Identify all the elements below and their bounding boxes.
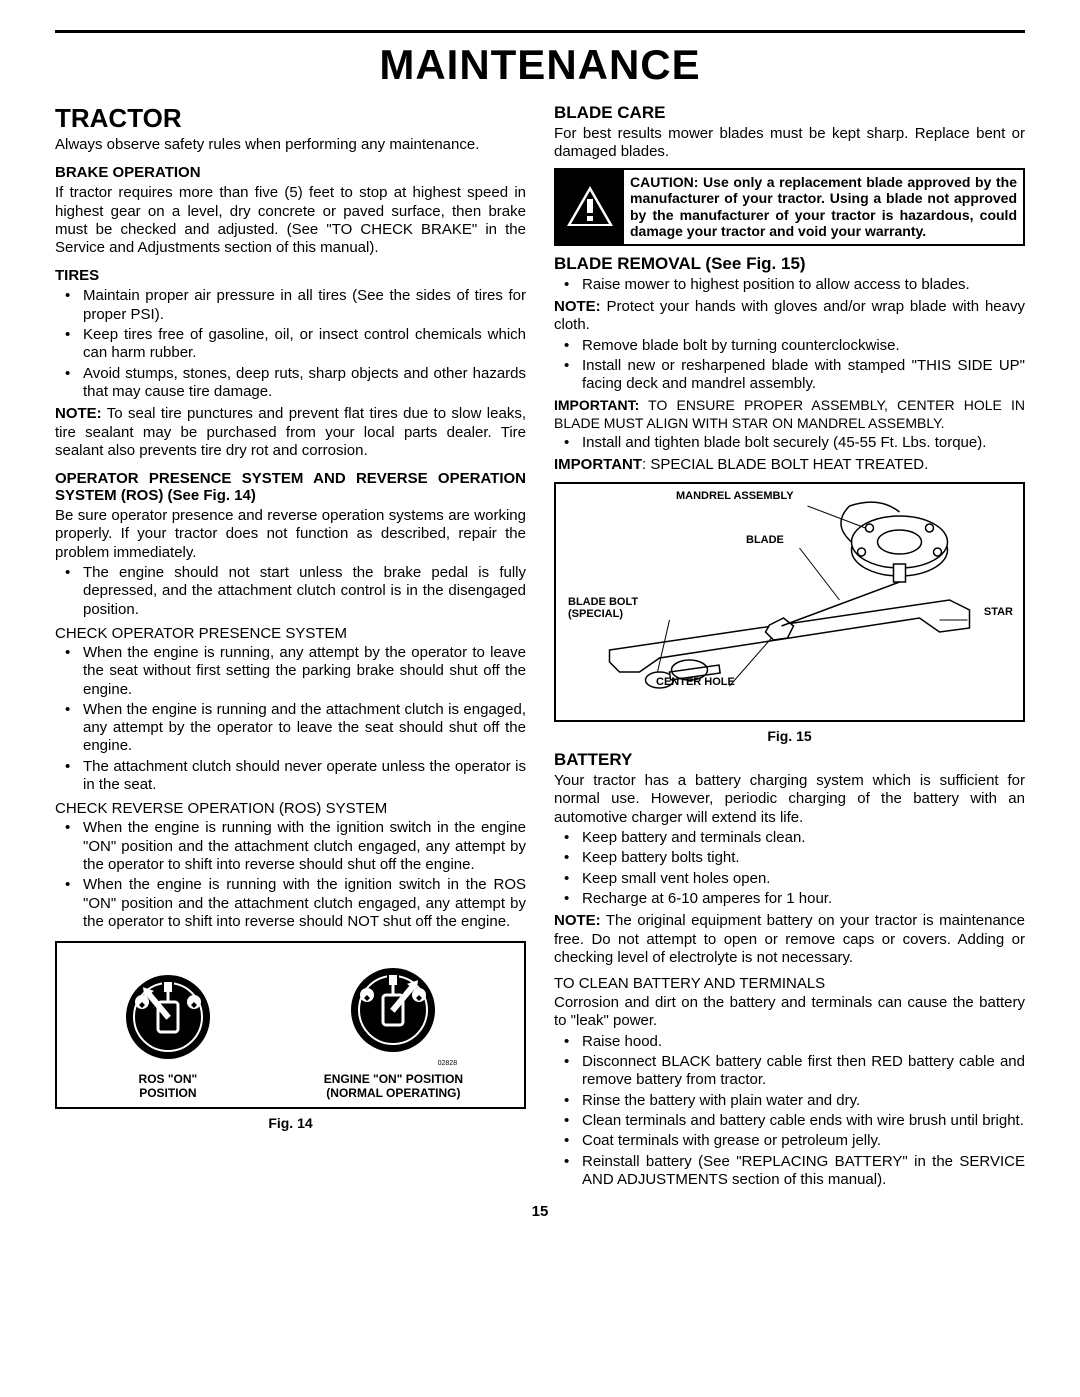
blade-care-intro: For best results mower blades must be ke…: [554, 125, 1025, 162]
check-ops-list: When the engine is running, any attempt …: [55, 644, 526, 794]
list-item: Avoid stumps, stones, deep ruts, sharp o…: [55, 365, 526, 402]
list-item: Disconnect BLACK battery cable first the…: [554, 1053, 1025, 1090]
ros-dial-icon: [118, 962, 218, 1062]
caution-icon-cell: [556, 170, 624, 244]
removal-note: NOTE: Protect your hands with gloves and…: [554, 298, 1025, 335]
list-item: Raise hood.: [554, 1033, 1025, 1051]
battery-note: NOTE: The original equipment battery on …: [554, 912, 1025, 967]
list-item: Maintain proper air pressure in all tire…: [55, 287, 526, 324]
list-item: Coat terminals with grease or petroleum …: [554, 1132, 1025, 1150]
list-item: The engine should not start unless the b…: [55, 564, 526, 619]
brake-heading: BRAKE OPERATION: [55, 164, 526, 181]
note-text: To seal tire punctures and prevent flat …: [55, 405, 526, 459]
ros-dial-item: ROS "ON" POSITION: [118, 962, 218, 1101]
check-ros-list: When the engine is running with the igni…: [55, 819, 526, 931]
important-1: IMPORTANT: TO ENSURE PROPER ASSEMBLY, CE…: [554, 397, 1025, 431]
blade-label: BLADE: [746, 534, 784, 546]
page-title: MAINTENANCE: [55, 41, 1025, 89]
mandrel-label: MANDREL ASSEMBLY: [676, 490, 794, 502]
list-item: Keep battery and terminals clean.: [554, 829, 1025, 847]
figure-14-box: ROS "ON" POSITION: [55, 941, 526, 1109]
list-item: When the engine is running, any attempt …: [55, 644, 526, 699]
engine-dial-label: ENGINE "ON" POSITION (NORMAL OPERATING): [324, 1073, 463, 1101]
note-text: Protect your hands with gloves and/or wr…: [554, 298, 1025, 333]
clean-battery-list: Raise hood. Disconnect BLACK battery cab…: [554, 1033, 1025, 1189]
check-ros-heading: CHECK REVERSE OPERATION (ROS) SYSTEM: [55, 800, 526, 817]
note-text: The original equipment battery on your t…: [554, 912, 1025, 966]
battery-list: Keep battery and terminals clean. Keep b…: [554, 829, 1025, 908]
list-item: Install new or resharpened blade with st…: [554, 357, 1025, 394]
caution-text: CAUTION: Use only a replacement blade ap…: [624, 170, 1023, 244]
list-item: Rinse the battery with plain water and d…: [554, 1092, 1025, 1110]
important-label: IMPORTANT:: [554, 397, 639, 413]
tractor-intro: Always observe safety rules when perform…: [55, 136, 526, 154]
check-ops-heading: CHECK OPERATOR PRESENCE SYSTEM: [55, 625, 526, 642]
important-text: : SPECIAL BLADE BOLT HEAT TREATED.: [642, 456, 928, 473]
top-rule: [55, 30, 1025, 33]
list-item: Recharge at 6-10 amperes for 1 hour.: [554, 890, 1025, 908]
content-columns: TRACTOR Always observe safety rules when…: [55, 103, 1025, 1193]
note-label: NOTE:: [554, 298, 601, 315]
list-item: Reinstall battery (See "REPLACING BATTER…: [554, 1153, 1025, 1190]
important-2: IMPORTANT: SPECIAL BLADE BOLT HEAT TREAT…: [554, 456, 1025, 474]
list-item: Clean terminals and battery cable ends w…: [554, 1112, 1025, 1130]
figure-14-caption: Fig. 14: [55, 1115, 526, 1131]
list-item: Remove blade bolt by turning countercloc…: [554, 337, 1025, 355]
list-item: Raise mower to highest position to allow…: [554, 276, 1025, 294]
battery-heading: BATTERY: [554, 750, 1025, 770]
battery-intro: Your tractor has a battery charging syst…: [554, 772, 1025, 827]
engine-dial-item: 02828 ENGINE "ON" POSITION (NORMAL OPERA…: [324, 955, 463, 1101]
part-number: 02828: [324, 1060, 463, 1067]
clean-battery-intro: Corrosion and dirt on the battery and te…: [554, 994, 1025, 1031]
star-label: STAR: [984, 606, 1013, 618]
caution-box: CAUTION: Use only a replacement blade ap…: [554, 168, 1025, 246]
clean-battery-heading: TO CLEAN BATTERY AND TERMINALS: [554, 975, 1025, 992]
brake-body: If tractor requires more than five (5) f…: [55, 184, 526, 257]
left-column: TRACTOR Always observe safety rules when…: [55, 103, 526, 1193]
ops-heading: OPERATOR PRESENCE SYSTEM AND REVERSE OPE…: [55, 470, 526, 504]
bolt-label: BLADE BOLT (SPECIAL): [568, 596, 638, 620]
list-item: The attachment clutch should never opera…: [55, 758, 526, 795]
ops-body: Be sure operator presence and reverse op…: [55, 507, 526, 562]
dial-row: ROS "ON" POSITION: [65, 955, 516, 1101]
important-label: IMPORTANT: [554, 456, 642, 473]
right-column: BLADE CARE For best results mower blades…: [554, 103, 1025, 1193]
blade-care-heading: BLADE CARE: [554, 103, 1025, 123]
figure-15-caption: Fig. 15: [554, 728, 1025, 744]
removal-list-2: Remove blade bolt by turning countercloc…: [554, 337, 1025, 394]
tires-heading: TIRES: [55, 267, 526, 284]
list-item: When the engine is running with the igni…: [55, 876, 526, 931]
note-label: NOTE:: [55, 405, 102, 422]
tires-note: NOTE: To seal tire punctures and prevent…: [55, 405, 526, 460]
tires-list: Maintain proper air pressure in all tire…: [55, 287, 526, 401]
engine-dial-icon: [343, 955, 443, 1055]
removal-list-3: Install and tighten blade bolt securely …: [554, 434, 1025, 452]
list-item: Keep small vent holes open.: [554, 870, 1025, 888]
list-item: Keep battery bolts tight.: [554, 849, 1025, 867]
list-item: When the engine is running with the igni…: [55, 819, 526, 874]
center-hole-label: CENTER HOLE: [656, 676, 735, 688]
blade-removal-heading: BLADE REMOVAL (See Fig. 15): [554, 254, 1025, 274]
warning-triangle-icon: [565, 184, 615, 230]
list-item: Install and tighten blade bolt securely …: [554, 434, 1025, 452]
page-number: 15: [55, 1203, 1025, 1220]
list-item: When the engine is running and the attac…: [55, 701, 526, 756]
ros-dial-label: ROS "ON" POSITION: [118, 1073, 218, 1101]
ops-list-1: The engine should not start unless the b…: [55, 564, 526, 619]
note-label: NOTE:: [554, 912, 601, 929]
tractor-heading: TRACTOR: [55, 103, 526, 134]
figure-15-box: MANDREL ASSEMBLY BLADE BLADE BOLT (SPECI…: [554, 482, 1025, 722]
removal-list-1: Raise mower to highest position to allow…: [554, 276, 1025, 294]
list-item: Keep tires free of gasoline, oil, or ins…: [55, 326, 526, 363]
